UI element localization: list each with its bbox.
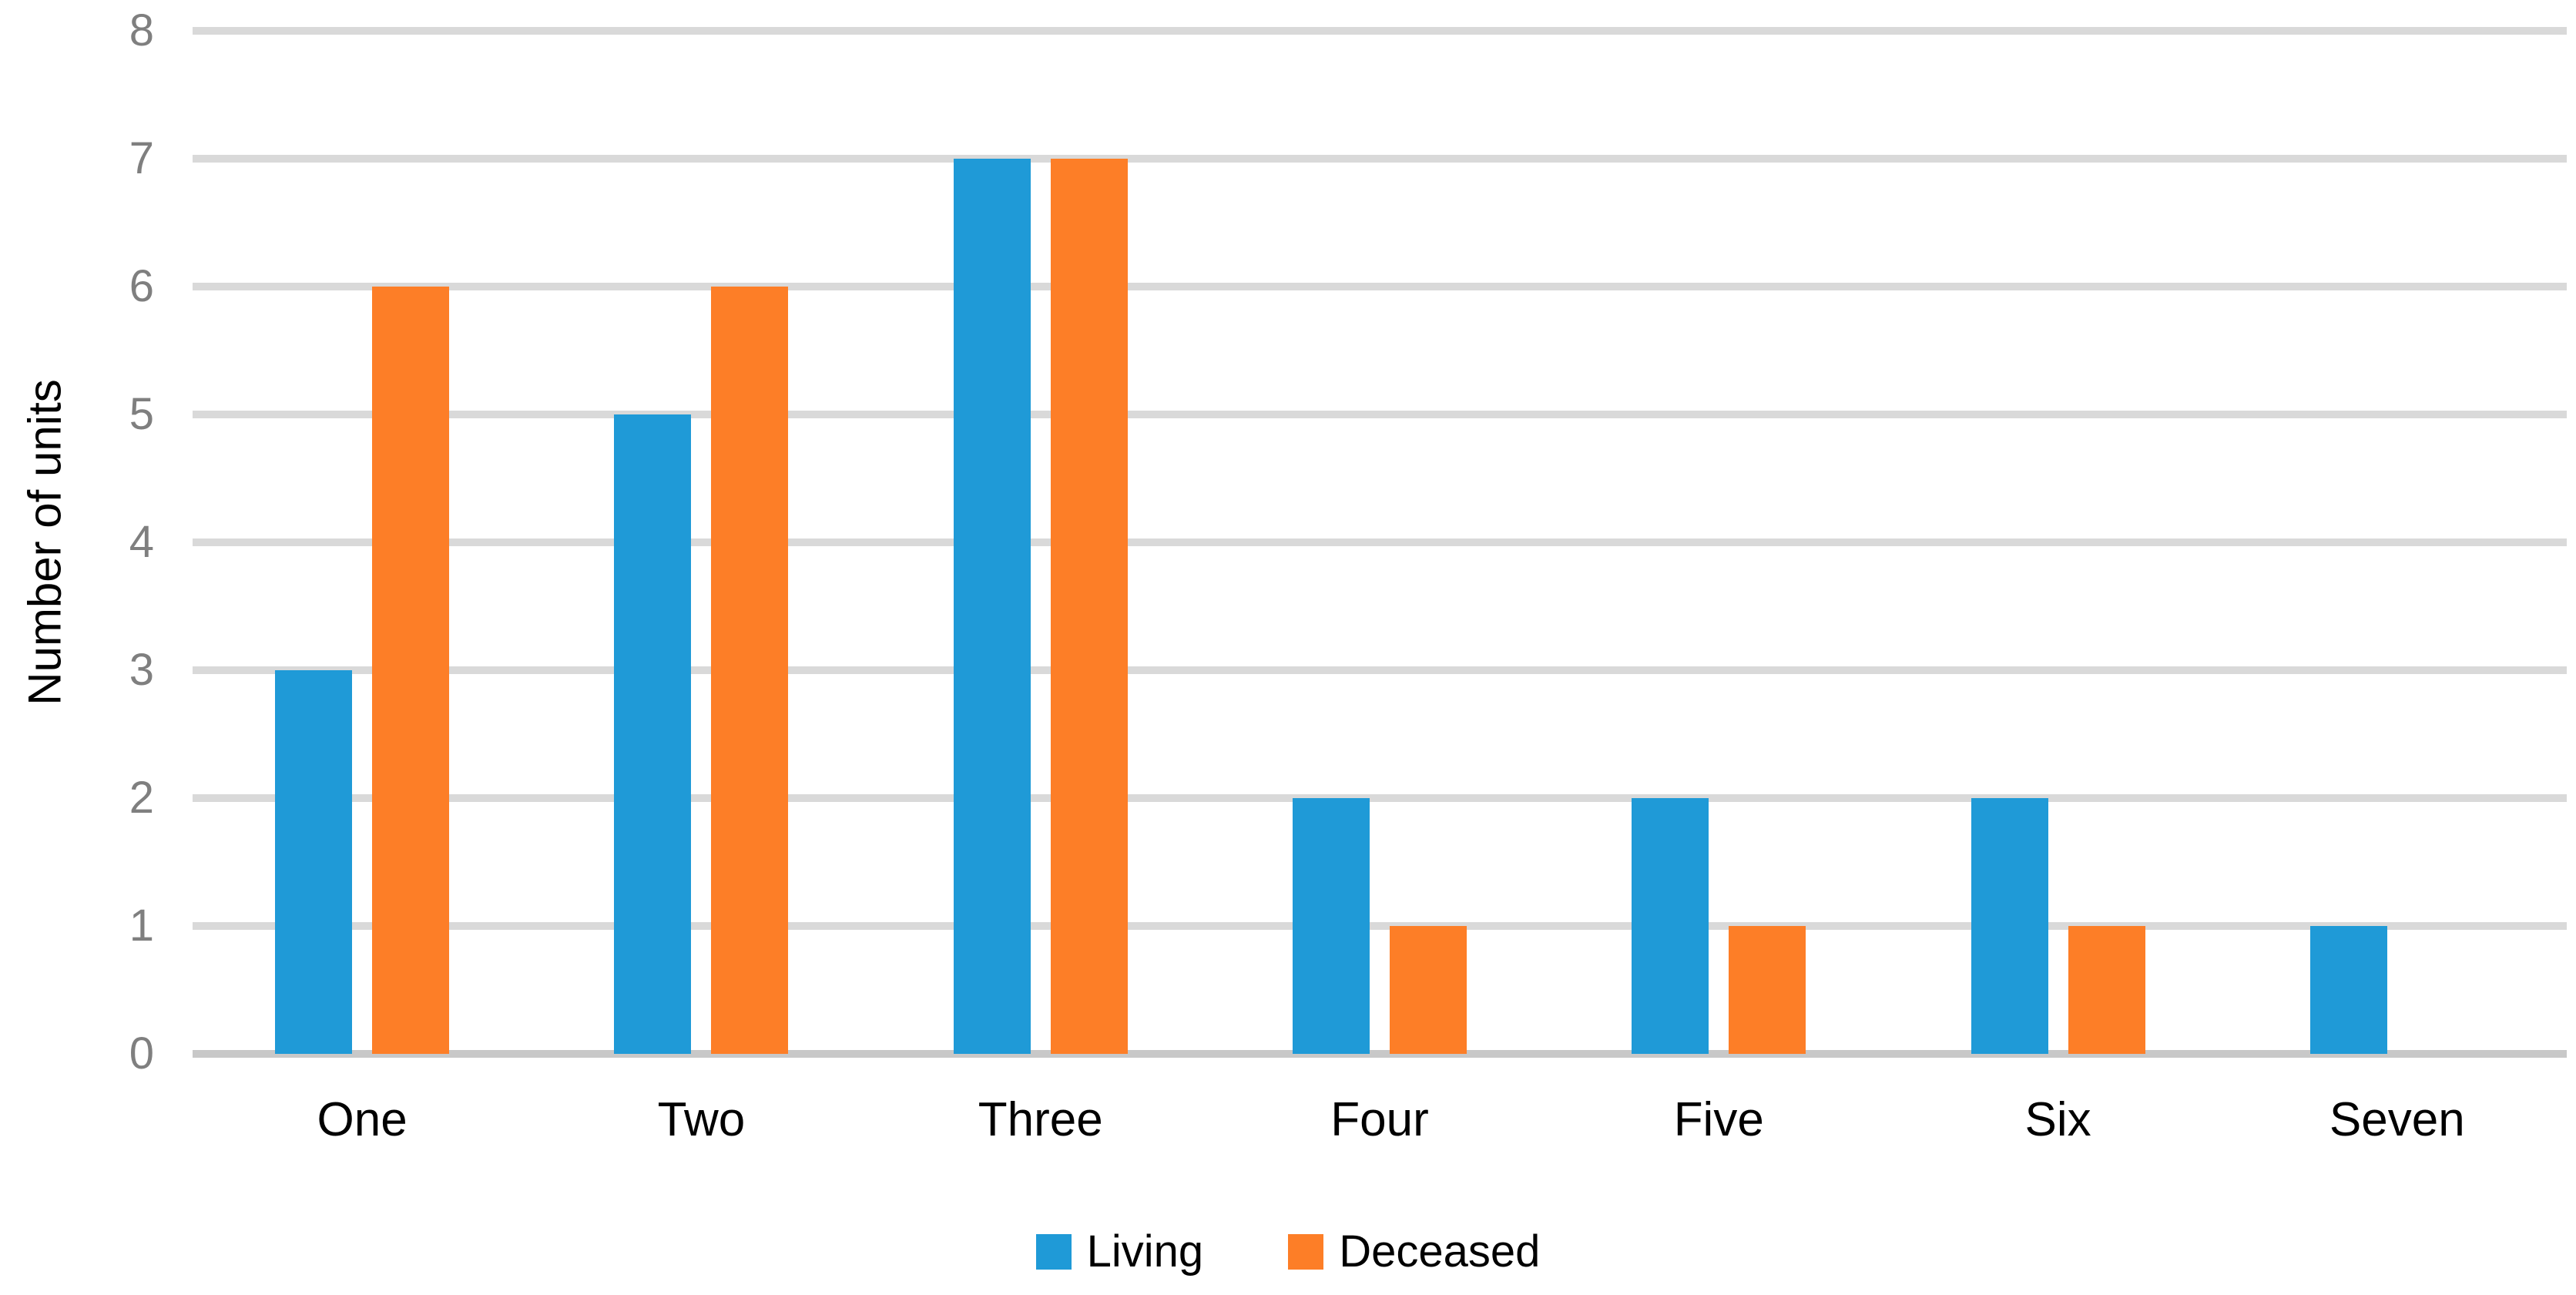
y-tick-label: 5 [129,389,154,439]
x-axis-tick-labels: One Two Three Four Five Six Seven [193,1092,2567,1147]
y-tick-label: 1 [129,901,154,951]
gridline [193,155,2567,163]
bar-living-five [1632,798,1709,1054]
y-tick-label: 6 [129,261,154,311]
gridline [193,922,2567,930]
legend-label: Living [1086,1226,1204,1277]
gridline [193,411,2567,418]
x-tick-label: Five [1673,1093,1764,1146]
y-tick-label: 2 [129,773,154,823]
legend-item-deceased: Deceased [1288,1230,1540,1274]
bar-deceased-four [1389,926,1467,1054]
bar-deceased-five [1729,926,1806,1054]
legend: Living Deceased [0,1230,2576,1274]
bar-group [1549,31,1888,1054]
x-axis-line [193,1050,2567,1058]
bar-living-three [953,159,1031,1054]
bar-deceased-three [1050,159,1128,1054]
bar-deceased-two [711,287,789,1054]
legend-swatch-deceased [1288,1234,1324,1270]
bar-deceased-six [2068,926,2145,1054]
legend-swatch-living [1035,1234,1072,1270]
x-tick-label: Four [1330,1093,1429,1146]
bar-living-six [1971,798,2048,1054]
bar-living-two [614,414,692,1054]
bar-living-four [1292,798,1370,1054]
plot-area [193,27,2567,1058]
bar-group [1210,31,1549,1054]
bar-group [2228,31,2567,1054]
bar-group [871,31,1210,1054]
y-tick-label: 8 [129,5,154,55]
gridline [193,27,2567,35]
gridline [193,666,2567,674]
y-tick-label: 0 [129,1028,154,1079]
x-tick-label: Six [2024,1093,2091,1146]
bar-group [193,31,532,1054]
legend-label: Deceased [1339,1226,1541,1277]
gridline [193,794,2567,802]
y-tick-label: 4 [129,517,154,567]
x-tick-label: Three [978,1093,1103,1146]
bar-deceased-one [372,287,450,1054]
gridline [193,283,2567,290]
bar-living-one [275,670,353,1054]
x-tick-label: One [317,1093,408,1146]
x-tick-label: Seven [2329,1093,2465,1146]
bar-group [532,31,870,1054]
y-axis-tick-labels: 0 1 2 3 4 5 6 7 8 [0,0,154,1295]
gridline [193,538,2567,546]
bar-group [1888,31,2227,1054]
legend-item-living: Living [1035,1226,1204,1277]
x-tick-label: Two [657,1093,746,1146]
bar-groups [193,31,2567,1054]
y-tick-label: 3 [129,645,154,695]
bar-living-seven [2309,926,2387,1054]
y-tick-label: 7 [129,133,154,183]
